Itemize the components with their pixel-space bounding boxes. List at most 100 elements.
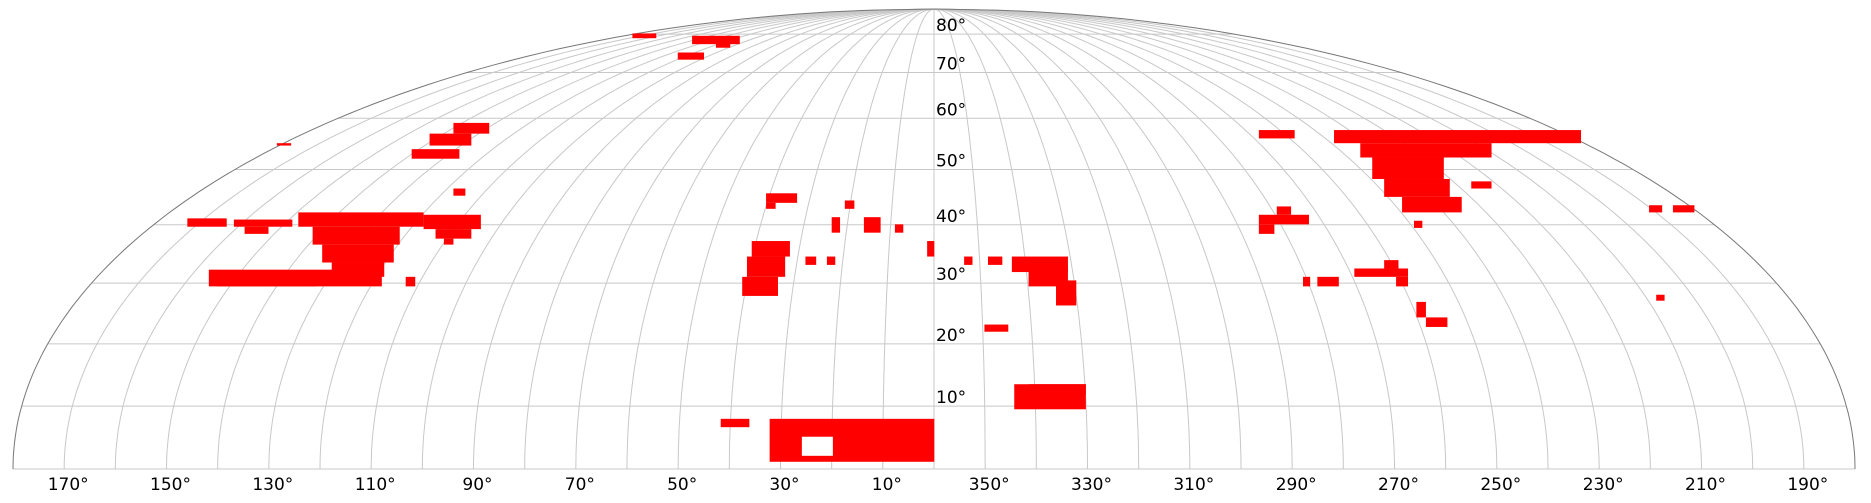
meridian xyxy=(421,8,935,470)
coverage-patch xyxy=(312,226,400,245)
coverage-patch xyxy=(746,256,786,277)
coverage-patch xyxy=(1396,276,1409,287)
coverage-patch xyxy=(233,219,293,227)
meridian xyxy=(933,8,1754,470)
coverage-patch xyxy=(1384,260,1399,269)
meridian xyxy=(933,8,986,469)
meridian xyxy=(933,8,1088,469)
longitude-label: 130° xyxy=(252,475,293,495)
meridian xyxy=(728,8,935,470)
coverage-patch xyxy=(1384,178,1450,197)
meridian xyxy=(268,8,935,470)
coverage-patch xyxy=(805,256,817,265)
coverage-patch xyxy=(1656,294,1665,301)
coverage-patch xyxy=(766,193,798,203)
coverage-patch xyxy=(244,226,269,234)
longitude-label: 90° xyxy=(462,475,492,495)
coverage-patch xyxy=(1317,276,1339,287)
coverage-patch xyxy=(1276,206,1292,215)
longitude-label: 210° xyxy=(1685,475,1726,495)
longitude-label: 270° xyxy=(1378,475,1419,495)
coverage-patch xyxy=(766,202,776,209)
latitude-label: 80° xyxy=(936,16,966,36)
coverage-patch xyxy=(769,418,935,462)
coverage-patch xyxy=(322,244,394,263)
longitude-label: 10° xyxy=(872,475,902,495)
coverage-patch xyxy=(1028,384,1086,394)
meridian xyxy=(319,8,935,470)
longitude-label: 350° xyxy=(969,475,1010,495)
latitude-label: 70° xyxy=(936,55,966,75)
longitude-label: 310° xyxy=(1173,475,1214,495)
meridian xyxy=(780,8,935,469)
coverage-patch xyxy=(1258,130,1295,139)
meridian xyxy=(575,8,935,470)
coverage-patch xyxy=(411,149,460,159)
coverage-patch xyxy=(1360,143,1492,158)
meridian xyxy=(217,8,935,469)
coverage-patch xyxy=(443,238,454,245)
coverage-patch xyxy=(1649,205,1663,213)
coverage-patch xyxy=(863,217,881,233)
longitude-label: 150° xyxy=(150,475,191,495)
meridian xyxy=(933,8,1344,469)
latitude-label: 20° xyxy=(936,326,966,346)
latitude-label: 10° xyxy=(936,388,966,408)
coverage-patch xyxy=(632,33,657,39)
coverage-patch xyxy=(1303,276,1311,287)
meridian xyxy=(882,8,935,469)
coverage-patch xyxy=(423,214,481,230)
longitude-label: 190° xyxy=(1787,475,1828,495)
meridian xyxy=(63,8,935,469)
coverage-patch xyxy=(1056,280,1077,306)
meridian xyxy=(933,8,1651,469)
coverage-patch xyxy=(984,324,1009,332)
coverage-patch xyxy=(429,133,472,146)
coverage-patch xyxy=(1425,317,1448,327)
coverage-patch xyxy=(217,276,317,287)
coverage-patch xyxy=(1354,268,1409,277)
meridian xyxy=(933,8,1600,470)
coverage-patch xyxy=(964,256,973,265)
meridian xyxy=(933,8,1242,469)
meridian xyxy=(933,8,1140,470)
latitude-label: 30° xyxy=(936,265,966,285)
meridian xyxy=(626,8,935,469)
longitude-label: 30° xyxy=(769,475,799,495)
longitude-label: 290° xyxy=(1276,475,1317,495)
latitude-label: 60° xyxy=(936,100,966,120)
meridian xyxy=(677,8,935,469)
coverage-patch xyxy=(1416,301,1426,318)
longitude-label: 70° xyxy=(565,475,595,495)
meridian xyxy=(933,8,1293,470)
latitude-label: 40° xyxy=(936,207,966,227)
longitude-label: 230° xyxy=(1583,475,1624,495)
longitude-label: 250° xyxy=(1480,475,1521,495)
coverage-patch xyxy=(1258,224,1275,234)
patch-gap xyxy=(801,436,833,456)
coverage-patch xyxy=(435,229,472,239)
coverage-patch xyxy=(1471,181,1492,189)
coverage-patch xyxy=(1413,220,1423,228)
longitude-label: 110° xyxy=(355,475,396,495)
coverage-patch xyxy=(1258,214,1309,225)
sky-outline xyxy=(12,8,1856,470)
coverage-patch xyxy=(1672,205,1695,213)
coverage-patch xyxy=(1402,196,1462,213)
coverage-patch xyxy=(453,188,466,196)
coverage-patch xyxy=(692,35,740,45)
longitude-label: 330° xyxy=(1071,475,1112,495)
coverage-patch xyxy=(677,52,705,60)
meridian xyxy=(933,8,1702,470)
coverage-patch xyxy=(826,256,836,265)
meridian xyxy=(933,8,1037,469)
coverage-patch xyxy=(988,256,1003,265)
meridian xyxy=(166,8,935,470)
coverage-patch xyxy=(894,224,904,233)
meridian xyxy=(473,8,935,469)
coverage-patch xyxy=(927,241,935,257)
coverage-patch xyxy=(742,276,778,296)
meridian xyxy=(370,8,935,469)
